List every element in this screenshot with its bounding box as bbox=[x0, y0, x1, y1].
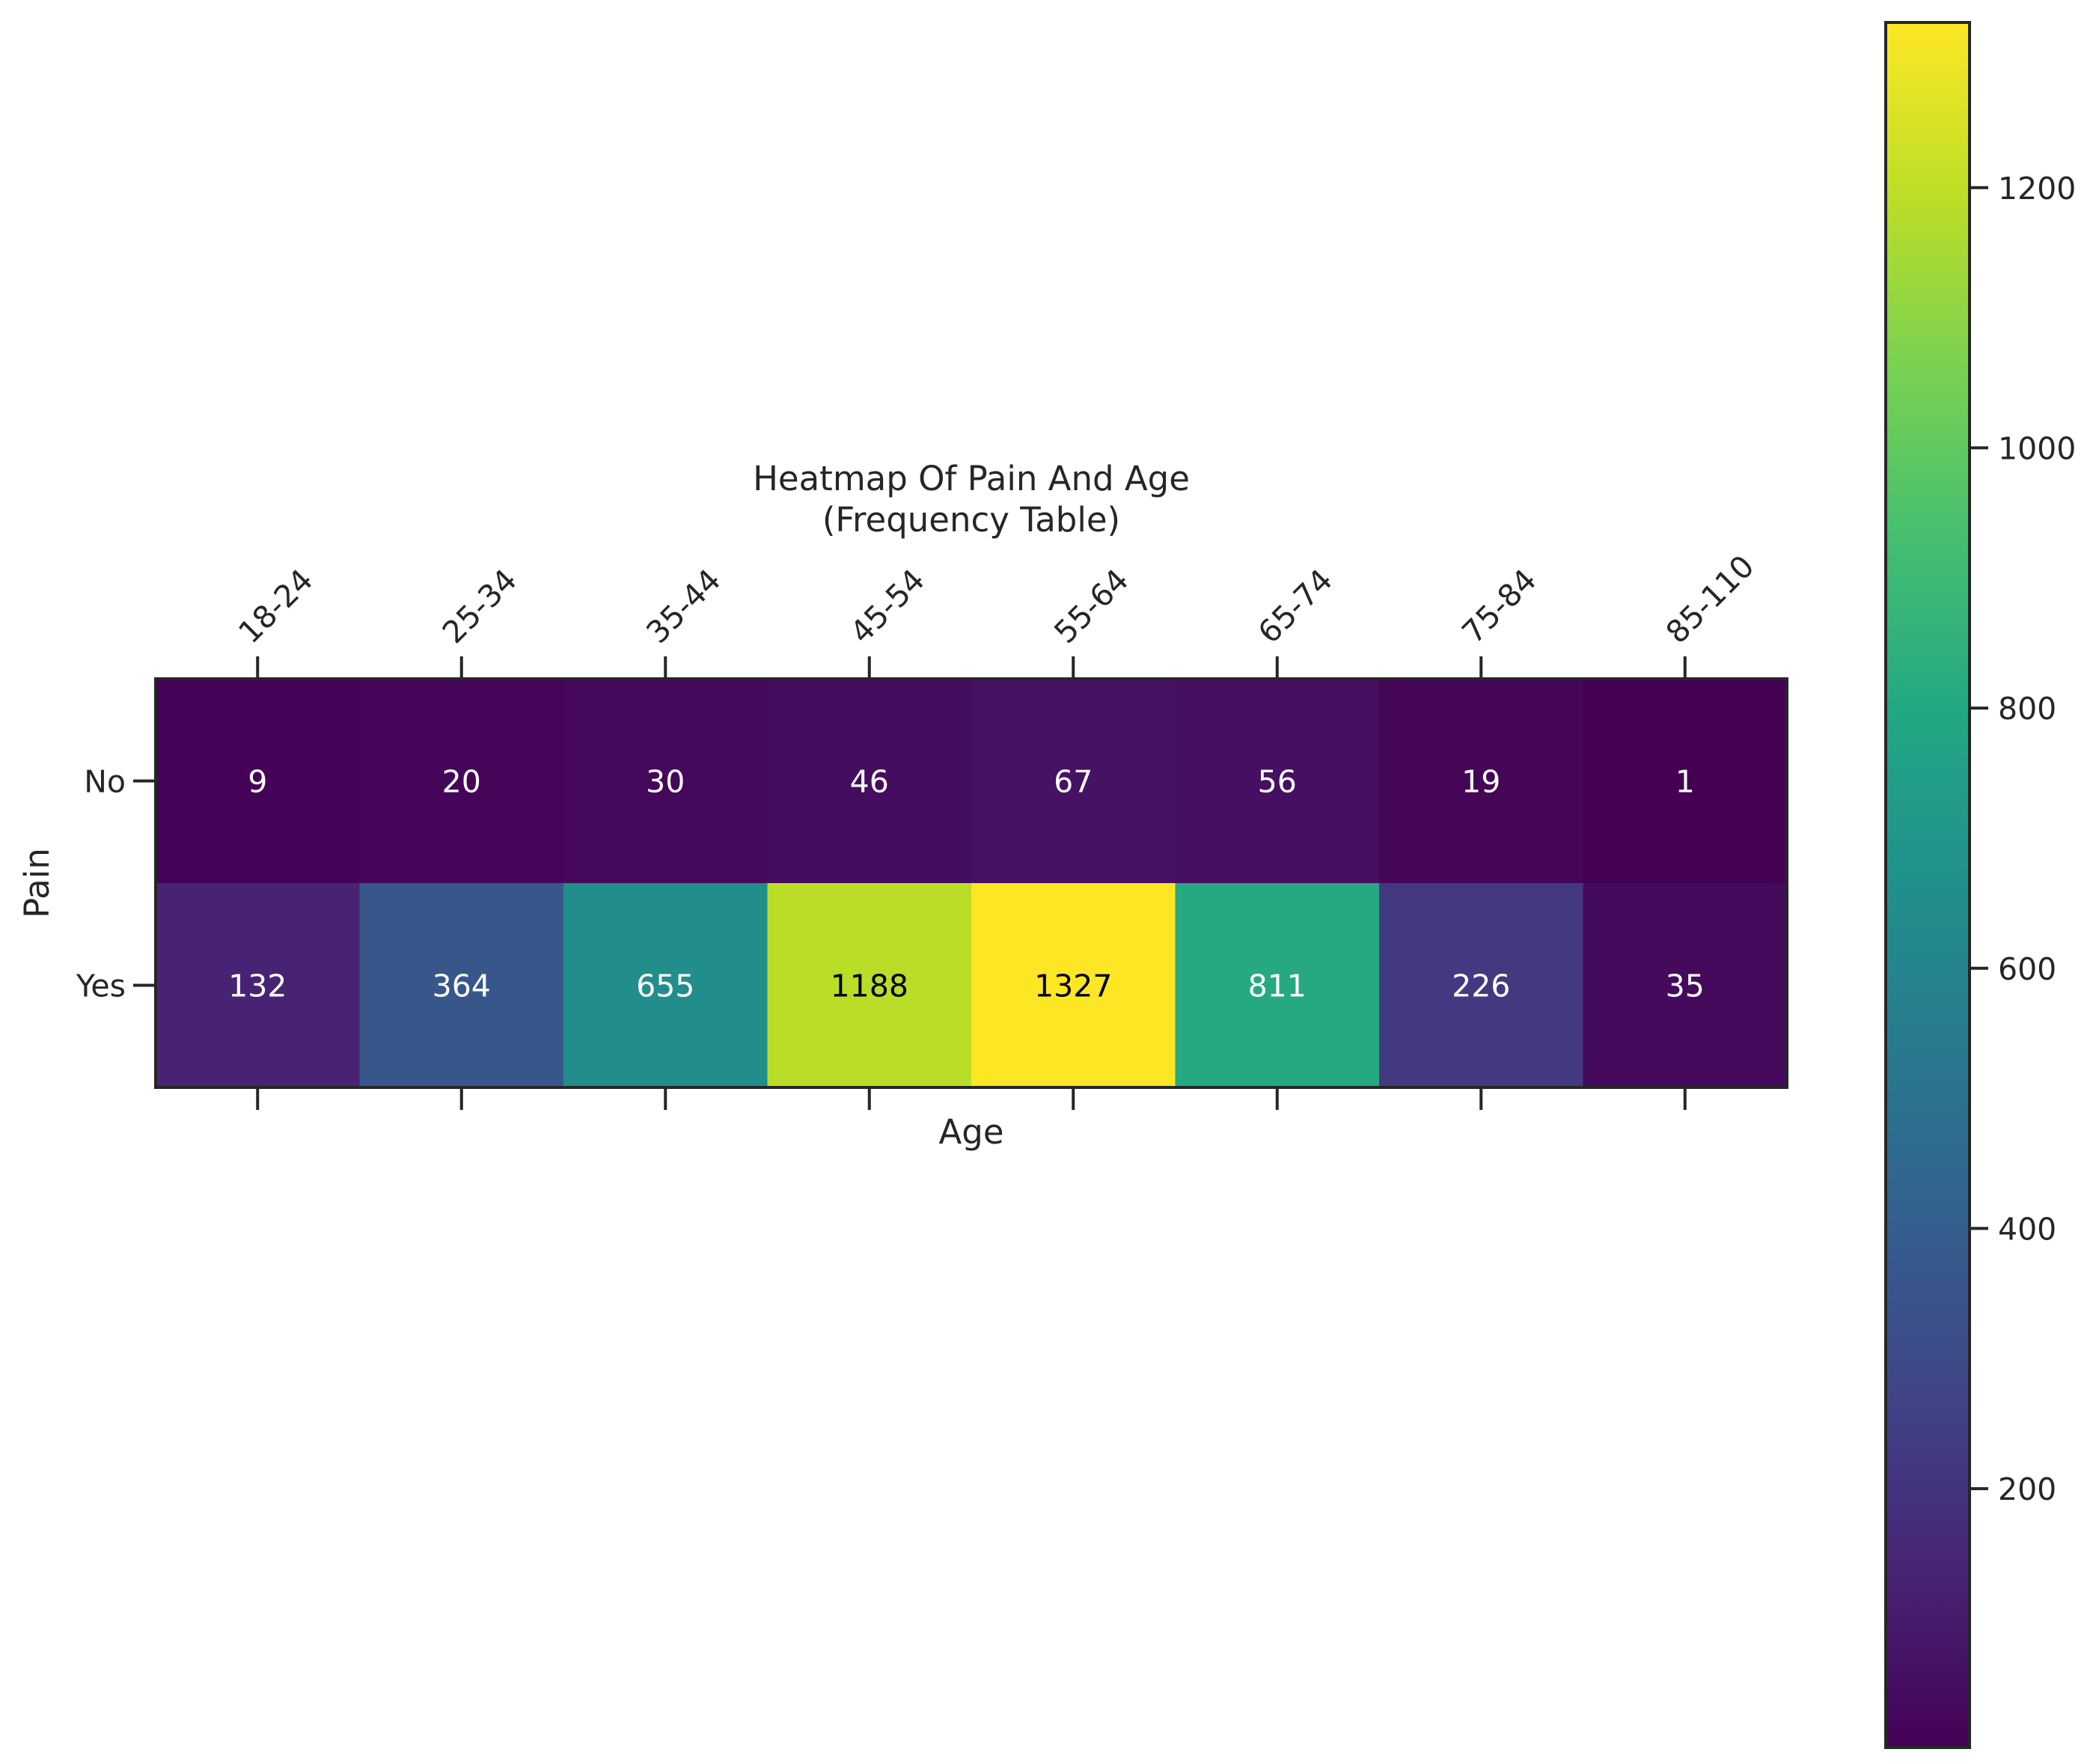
cell-value-label: 132 bbox=[228, 968, 287, 1004]
colorbar-tick-label: 400 bbox=[1998, 1211, 2056, 1247]
cell-value-label: 1 bbox=[1675, 764, 1695, 800]
colorbar-tick-label: 1000 bbox=[1998, 430, 2076, 466]
heatmap-cell bbox=[1175, 883, 1380, 1088]
colorbar-tick-label: 200 bbox=[1998, 1471, 2056, 1507]
heatmap-cell bbox=[563, 679, 769, 884]
heatmap-cell bbox=[359, 883, 564, 1088]
cell-value-label: 226 bbox=[1452, 968, 1510, 1004]
y-ticks: No Yes bbox=[76, 764, 156, 1004]
x-tick-label: 75-84 bbox=[1455, 562, 1543, 650]
cell-value-label: 46 bbox=[850, 764, 889, 800]
cell-value-label: 364 bbox=[433, 968, 491, 1004]
chart-title: Heatmap Of Pain And Age(Frequency Table) bbox=[753, 459, 1190, 540]
heatmap-cell bbox=[1379, 679, 1584, 884]
colorbar-tick-label: 600 bbox=[1998, 951, 2056, 987]
y-axis-label: Pain bbox=[17, 848, 57, 918]
cell-value-label: 30 bbox=[646, 764, 685, 800]
heatmap-cell bbox=[1583, 883, 1788, 1088]
heatmap-cell bbox=[156, 883, 361, 1088]
y-tick-label: Yes bbox=[76, 968, 126, 1004]
plot-border bbox=[154, 677, 1788, 1089]
x-axis-label: Age bbox=[938, 1112, 1003, 1152]
cell-value-label: 1188 bbox=[831, 968, 908, 1004]
cell-value-label: 1327 bbox=[1034, 968, 1112, 1004]
heatmap-cell bbox=[971, 883, 1176, 1088]
heatmap-cells: 9 20 30 46 67 56 19 1 132 364 655 1188 1327 811 226 35 bbox=[156, 679, 1788, 1088]
cell-value-label: 811 bbox=[1248, 968, 1307, 1004]
cell-value-label: 67 bbox=[1054, 764, 1093, 800]
cell-value-label: 655 bbox=[636, 968, 694, 1004]
x-tick-label: 65-74 bbox=[1251, 562, 1339, 650]
chart-title-line: Heatmap Of Pain And Age bbox=[753, 459, 1190, 498]
heatmap-cell bbox=[563, 883, 769, 1088]
x-tick-label: 55-64 bbox=[1047, 562, 1135, 650]
x-tick-label: 25-34 bbox=[436, 562, 524, 650]
heatmap-cell bbox=[359, 679, 564, 884]
cell-value-label: 56 bbox=[1258, 764, 1297, 800]
chart-title-line: (Frequency Table) bbox=[822, 500, 1120, 540]
heatmap-cell bbox=[1379, 883, 1584, 1088]
x-tick-label: 35-44 bbox=[639, 562, 727, 650]
cell-value-label: 35 bbox=[1666, 968, 1705, 1004]
colorbar: 200 400 600 800 1000 1200 bbox=[1884, 21, 2076, 1749]
colorbar-gradient bbox=[1886, 22, 1970, 1748]
heatmap-cell bbox=[767, 679, 972, 884]
colorbar-border bbox=[1884, 21, 1971, 1749]
y-tick-label: No bbox=[84, 764, 126, 800]
heatmap-cell bbox=[767, 883, 972, 1088]
colorbar-tick-label: 800 bbox=[1998, 691, 2056, 727]
cell-value-label: 9 bbox=[248, 764, 267, 800]
heatmap-cell bbox=[1175, 679, 1380, 884]
cell-value-label: 20 bbox=[442, 764, 481, 800]
heatmap-cell bbox=[1583, 679, 1788, 884]
heatmap-cell bbox=[156, 679, 361, 884]
plot-frame bbox=[154, 677, 1788, 1089]
x-tick-label: 18-24 bbox=[231, 562, 320, 650]
cell-value-label: 19 bbox=[1461, 764, 1500, 800]
colorbar-tick-label: 1200 bbox=[1998, 171, 2076, 207]
heatmap-cell bbox=[971, 679, 1176, 884]
x-tick-label: 45-54 bbox=[843, 562, 932, 650]
x-tick-label: 85-110 bbox=[1659, 548, 1762, 650]
